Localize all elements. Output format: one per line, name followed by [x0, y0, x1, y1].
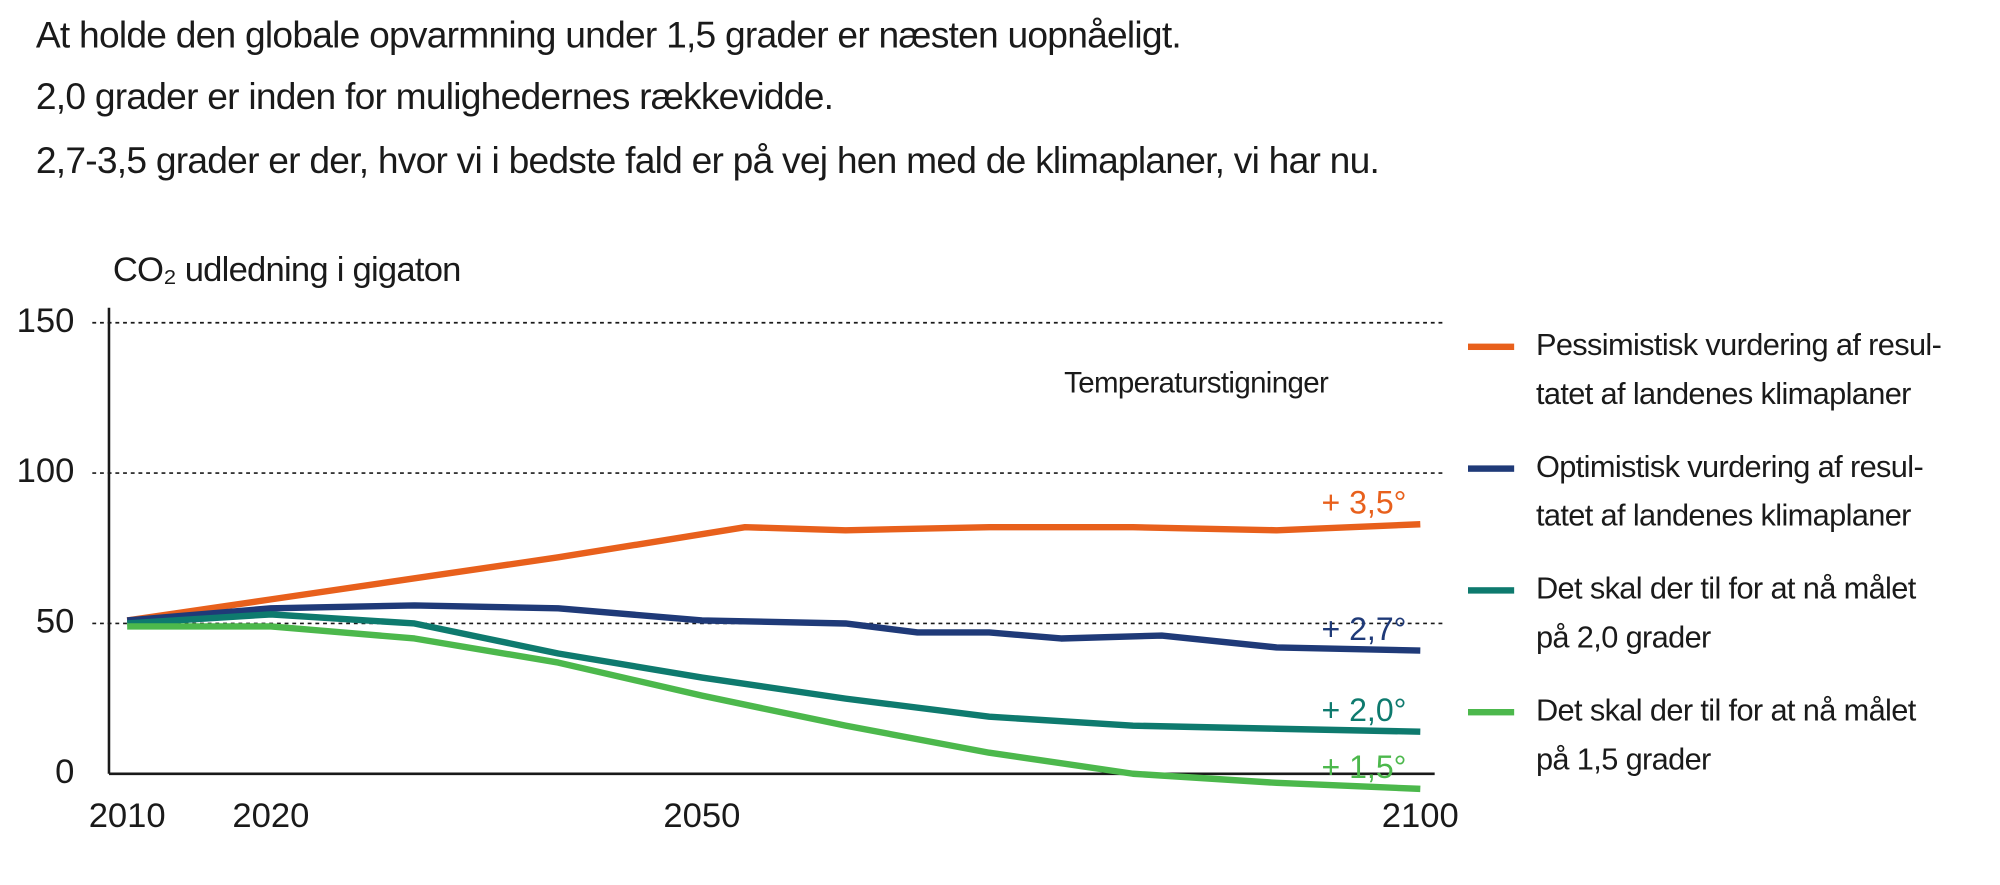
y-tick-label: 50 [36, 603, 75, 641]
series-line [126, 602, 1421, 654]
end-label: + 3,5° [1321, 484, 1406, 520]
y-axis-title: CO₂ udledning i gigaton [113, 251, 461, 289]
end-label: + 1,5° [1321, 749, 1406, 785]
title-line: 2,7-3,5 grader er der, hvor vi i bedste … [35, 141, 1380, 183]
series-line [126, 521, 1421, 624]
end-label: + 2,0° [1321, 692, 1406, 728]
series-line [127, 623, 1421, 793]
title-line: At holde den globale opvarmning under 1,… [35, 15, 1182, 57]
legend-swatch [1468, 587, 1515, 594]
legend-label: Det skal der til for at nå målet på 2,0 … [1535, 571, 1916, 656]
title-line: 2,0 grader er inden for mulighedernes ræ… [35, 76, 834, 118]
y-tick-label: 0 [55, 753, 74, 791]
x-tick-label: 2050 [663, 797, 740, 835]
end-label: + 2,7° [1321, 611, 1406, 647]
annotation: Temperaturstigninger [1064, 366, 1329, 399]
legend-swatch [1468, 465, 1515, 472]
x-tick-label: 2100 [1382, 797, 1459, 835]
x-tick-label: 2020 [232, 797, 309, 835]
legend-label: Optimistisk vurdering af resul- tatet af… [1535, 450, 1924, 534]
y-tick-label: 150 [17, 302, 75, 340]
x-tick-label: 2010 [89, 797, 166, 835]
legend-swatch [1468, 709, 1515, 716]
y-tick-label: 100 [17, 452, 75, 490]
legend-label: Det skal der til for at nå målet på 1,5 … [1535, 693, 1916, 777]
legend-swatch [1468, 343, 1515, 351]
series-line [126, 611, 1421, 735]
legend-label: Pessimistisk vurdering af resul- tatet a… [1535, 328, 1942, 412]
